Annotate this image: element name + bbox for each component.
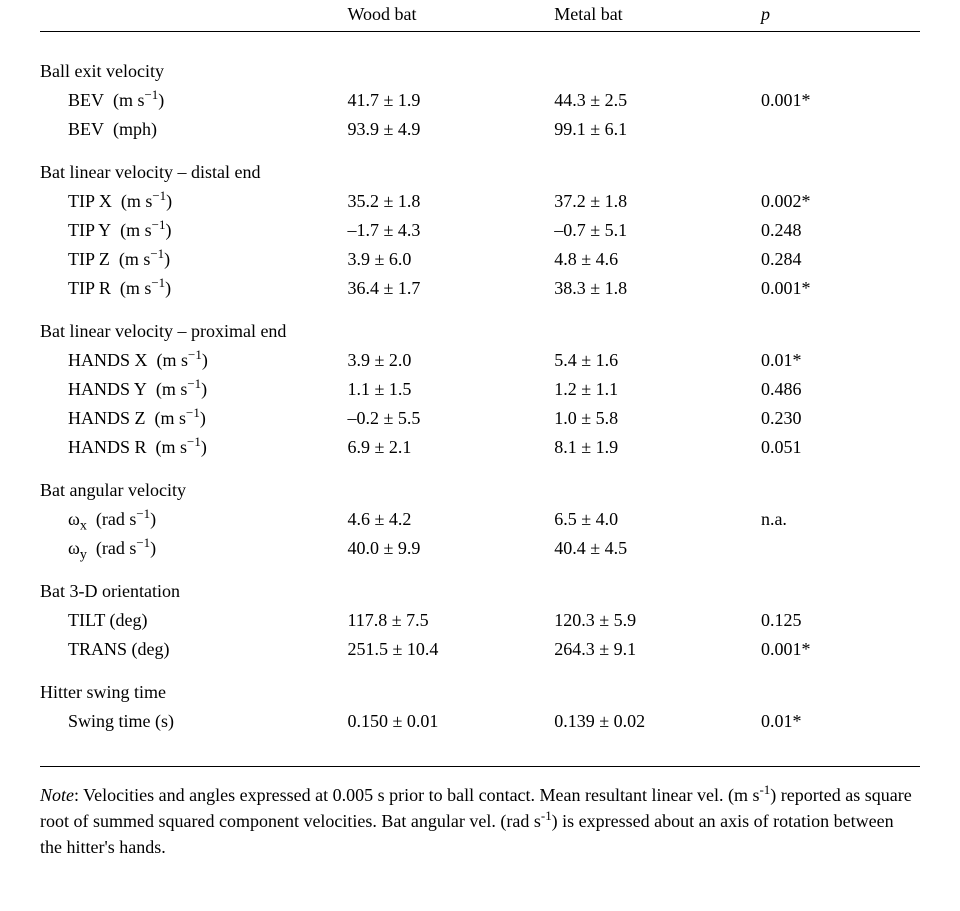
section-title: Bat linear velocity – distal end <box>40 144 920 187</box>
cell-wood: 40.0 ± 9.9 <box>347 534 554 563</box>
cell-p: 0.248 <box>761 216 920 245</box>
cell-p: 0.01* <box>761 346 920 375</box>
section-title: Hitter swing time <box>40 664 920 707</box>
results-table: Wood bat Metal bat p Ball exit velocityB… <box>40 0 920 864</box>
cell-wood: 3.9 ± 6.0 <box>347 245 554 274</box>
cell-metal: 0.139 ± 0.02 <box>554 707 761 736</box>
row-label: TIP X (m s−1) <box>40 187 347 216</box>
row-label: HANDS R (m s−1) <box>40 433 347 462</box>
cell-wood: 3.9 ± 2.0 <box>347 346 554 375</box>
cell-p: 0.01* <box>761 707 920 736</box>
cell-wood: 36.4 ± 1.7 <box>347 274 554 303</box>
table-row: ωy (rad s−1)40.0 ± 9.940.4 ± 4.5 <box>40 534 920 563</box>
header-wood: Wood bat <box>347 0 554 32</box>
row-label: TIP Y (m s−1) <box>40 216 347 245</box>
cell-p: 0.051 <box>761 433 920 462</box>
section-title-row: Bat linear velocity – distal end <box>40 144 920 187</box>
section-title: Bat angular velocity <box>40 462 920 505</box>
cell-metal: –0.7 ± 5.1 <box>554 216 761 245</box>
section-title-row: Hitter swing time <box>40 664 920 707</box>
bottom-spacer <box>40 736 920 767</box>
row-label: Swing time (s) <box>40 707 347 736</box>
row-label: TILT (deg) <box>40 606 347 635</box>
footnote-text: Note: Velocities and angles expressed at… <box>40 768 920 864</box>
cell-wood: 1.1 ± 1.5 <box>347 375 554 404</box>
cell-metal: 99.1 ± 6.1 <box>554 115 761 144</box>
table-row: TIP Y (m s−1)–1.7 ± 4.3–0.7 ± 5.10.248 <box>40 216 920 245</box>
row-label: TRANS (deg) <box>40 635 347 664</box>
table-row: HANDS Z (m s−1)–0.2 ± 5.51.0 ± 5.80.230 <box>40 404 920 433</box>
cell-wood: –1.7 ± 4.3 <box>347 216 554 245</box>
table-row: TRANS (deg)251.5 ± 10.4264.3 ± 9.10.001* <box>40 635 920 664</box>
table-row: TIP X (m s−1)35.2 ± 1.837.2 ± 1.80.002* <box>40 187 920 216</box>
section-title-row: Bat angular velocity <box>40 462 920 505</box>
cell-p: 0.284 <box>761 245 920 274</box>
row-label: HANDS X (m s−1) <box>40 346 347 375</box>
cell-metal: 5.4 ± 1.6 <box>554 346 761 375</box>
cell-metal: 120.3 ± 5.9 <box>554 606 761 635</box>
row-label: BEV (m s−1) <box>40 86 347 115</box>
header-p: p <box>761 0 920 32</box>
cell-metal: 44.3 ± 2.5 <box>554 86 761 115</box>
cell-metal: 8.1 ± 1.9 <box>554 433 761 462</box>
section-title: Bat 3-D orientation <box>40 563 920 606</box>
cell-p: 0.002* <box>761 187 920 216</box>
cell-wood: 117.8 ± 7.5 <box>347 606 554 635</box>
section-title: Ball exit velocity <box>40 33 920 86</box>
cell-wood: 4.6 ± 4.2 <box>347 505 554 534</box>
cell-p: 0.230 <box>761 404 920 433</box>
table-row: TIP Z (m s−1)3.9 ± 6.04.8 ± 4.60.284 <box>40 245 920 274</box>
cell-metal: 6.5 ± 4.0 <box>554 505 761 534</box>
table-row: HANDS X (m s−1)3.9 ± 2.05.4 ± 1.60.01* <box>40 346 920 375</box>
table-row: BEV (mph)93.9 ± 4.999.1 ± 6.1 <box>40 115 920 144</box>
cell-wood: 41.7 ± 1.9 <box>347 86 554 115</box>
cell-metal: 4.8 ± 4.6 <box>554 245 761 274</box>
cell-p: 0.001* <box>761 274 920 303</box>
cell-wood: 93.9 ± 4.9 <box>347 115 554 144</box>
header-metal: Metal bat <box>554 0 761 32</box>
table-row: TIP R (m s−1)36.4 ± 1.738.3 ± 1.80.001* <box>40 274 920 303</box>
cell-metal: 40.4 ± 4.5 <box>554 534 761 563</box>
cell-p <box>761 115 920 144</box>
table-header-row: Wood bat Metal bat p <box>40 0 920 32</box>
cell-p: 0.125 <box>761 606 920 635</box>
row-label: TIP Z (m s−1) <box>40 245 347 274</box>
cell-wood: 0.150 ± 0.01 <box>347 707 554 736</box>
cell-wood: 6.9 ± 2.1 <box>347 433 554 462</box>
cell-metal: 1.0 ± 5.8 <box>554 404 761 433</box>
cell-metal: 1.2 ± 1.1 <box>554 375 761 404</box>
header-blank <box>40 0 347 32</box>
cell-p: 0.486 <box>761 375 920 404</box>
cell-wood: 35.2 ± 1.8 <box>347 187 554 216</box>
footnote-row: Note: Velocities and angles expressed at… <box>40 768 920 864</box>
row-label: BEV (mph) <box>40 115 347 144</box>
row-label: ωx (rad s−1) <box>40 505 347 534</box>
row-label: HANDS Z (m s−1) <box>40 404 347 433</box>
table-row: Swing time (s)0.150 ± 0.010.139 ± 0.020.… <box>40 707 920 736</box>
cell-p: 0.001* <box>761 86 920 115</box>
cell-p <box>761 534 920 563</box>
section-title-row: Bat 3-D orientation <box>40 563 920 606</box>
table-row: BEV (m s−1)41.7 ± 1.944.3 ± 2.50.001* <box>40 86 920 115</box>
section-title: Bat linear velocity – proximal end <box>40 303 920 346</box>
cell-wood: 251.5 ± 10.4 <box>347 635 554 664</box>
table-row: HANDS R (m s−1)6.9 ± 2.18.1 ± 1.90.051 <box>40 433 920 462</box>
row-label: TIP R (m s−1) <box>40 274 347 303</box>
cell-p: 0.001* <box>761 635 920 664</box>
table-row: HANDS Y (m s−1)1.1 ± 1.51.2 ± 1.10.486 <box>40 375 920 404</box>
row-label: ωy (rad s−1) <box>40 534 347 563</box>
section-title-row: Bat linear velocity – proximal end <box>40 303 920 346</box>
cell-metal: 38.3 ± 1.8 <box>554 274 761 303</box>
row-label: HANDS Y (m s−1) <box>40 375 347 404</box>
cell-metal: 264.3 ± 9.1 <box>554 635 761 664</box>
cell-wood: –0.2 ± 5.5 <box>347 404 554 433</box>
section-title-row: Ball exit velocity <box>40 33 920 86</box>
table-row: ωx (rad s−1)4.6 ± 4.26.5 ± 4.0n.a. <box>40 505 920 534</box>
table-row: TILT (deg)117.8 ± 7.5120.3 ± 5.90.125 <box>40 606 920 635</box>
cell-p: n.a. <box>761 505 920 534</box>
cell-metal: 37.2 ± 1.8 <box>554 187 761 216</box>
